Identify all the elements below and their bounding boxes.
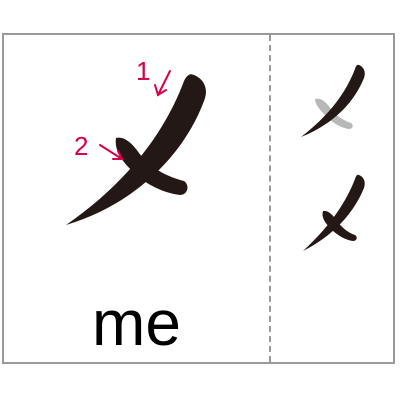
stroke-step-1	[301, 64, 365, 137]
arrow-stroke-2-icon	[99, 144, 124, 160]
step-2-stroke-2	[322, 210, 357, 241]
arrow-stroke-1-icon	[154, 70, 171, 97]
kana-stroke-1	[66, 74, 206, 225]
stroke-1-number: 1	[136, 56, 150, 86]
romaji-label: me	[92, 287, 181, 359]
kana-stroke-2	[115, 137, 188, 195]
kana-main-glyph: 1 2	[66, 56, 206, 225]
stroke-order-card: 1 2 me	[2, 33, 395, 364]
stroke-2-number: 2	[74, 131, 88, 161]
stroke-step-2	[303, 174, 365, 251]
dashed-divider	[269, 35, 271, 362]
step-2-stroke-1	[303, 174, 365, 251]
step-1-stroke-1	[301, 64, 365, 137]
